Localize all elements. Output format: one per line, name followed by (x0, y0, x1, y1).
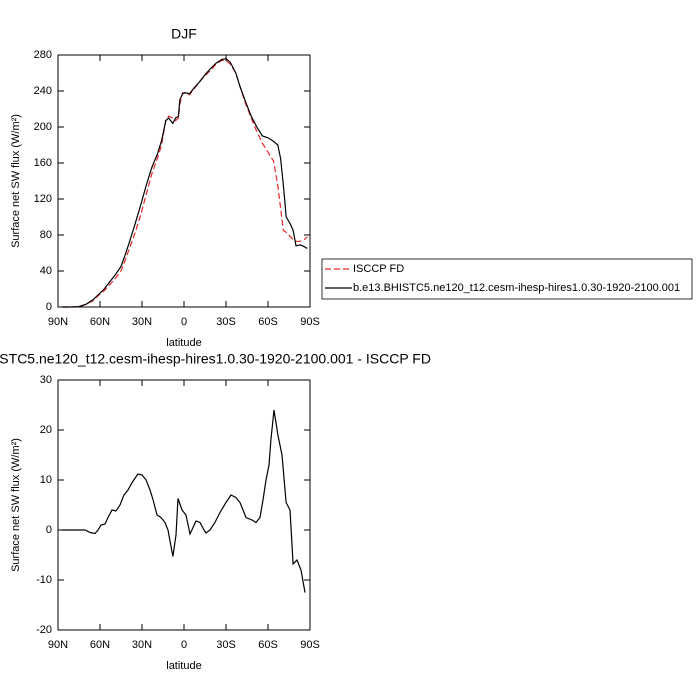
data-line (62, 59, 308, 308)
y-tick-label: 280 (34, 49, 52, 61)
x-axis-label: latitude (166, 337, 201, 349)
x-tick-label: 30S (216, 316, 236, 328)
x-tick-label: 90S (300, 316, 320, 328)
y-tick-label: 0 (46, 301, 52, 313)
legend-label: ISCCP FD (353, 263, 404, 275)
data-line (62, 57, 308, 308)
x-tick-label: 30S (216, 639, 236, 651)
y-tick-label: 40 (40, 265, 52, 277)
y-tick-label: 0 (46, 524, 52, 536)
chart-title: DJF (171, 26, 197, 42)
y-tick-label: -10 (36, 574, 52, 586)
plot-frame (57, 54, 311, 308)
x-tick-label: 60S (258, 316, 278, 328)
chart-title: b.e13.BHISTC5.ne120_t12.cesm-ihesp-hires… (0, 351, 431, 367)
y-tick-label: 160 (34, 157, 52, 169)
x-tick-label: 90N (48, 316, 68, 328)
y-tick-label: -20 (36, 624, 52, 636)
y-tick-label: 240 (34, 85, 52, 97)
y-tick-label: 20 (40, 424, 52, 436)
y-tick-label: 30 (40, 374, 52, 386)
data-line (62, 409, 306, 593)
x-tick-label: 60S (258, 639, 278, 651)
y-tick-label: 80 (40, 229, 52, 241)
y-tick-label: 200 (34, 121, 52, 133)
x-tick-label: 90S (300, 639, 320, 651)
x-tick-label: 0 (181, 639, 187, 651)
legend-label: b.e13.BHISTC5.ne120_t12.cesm-ihesp-hires… (353, 282, 680, 294)
x-tick-label: 0 (181, 316, 187, 328)
legend-box (321, 258, 693, 300)
y-axis-label: Surface net SW flux (W/m²) (10, 438, 22, 572)
x-tick-label: 60N (90, 639, 110, 651)
x-tick-label: 30N (132, 316, 152, 328)
x-axis-label: latitude (166, 660, 201, 672)
x-tick-label: 30N (132, 639, 152, 651)
x-tick-label: 60N (90, 316, 110, 328)
x-tick-label: 90N (48, 639, 68, 651)
plot-frame (57, 379, 311, 631)
y-axis-label: Surface net SW flux (W/m²) (10, 114, 22, 248)
y-tick-label: 120 (34, 193, 52, 205)
y-tick-label: 10 (40, 474, 52, 486)
